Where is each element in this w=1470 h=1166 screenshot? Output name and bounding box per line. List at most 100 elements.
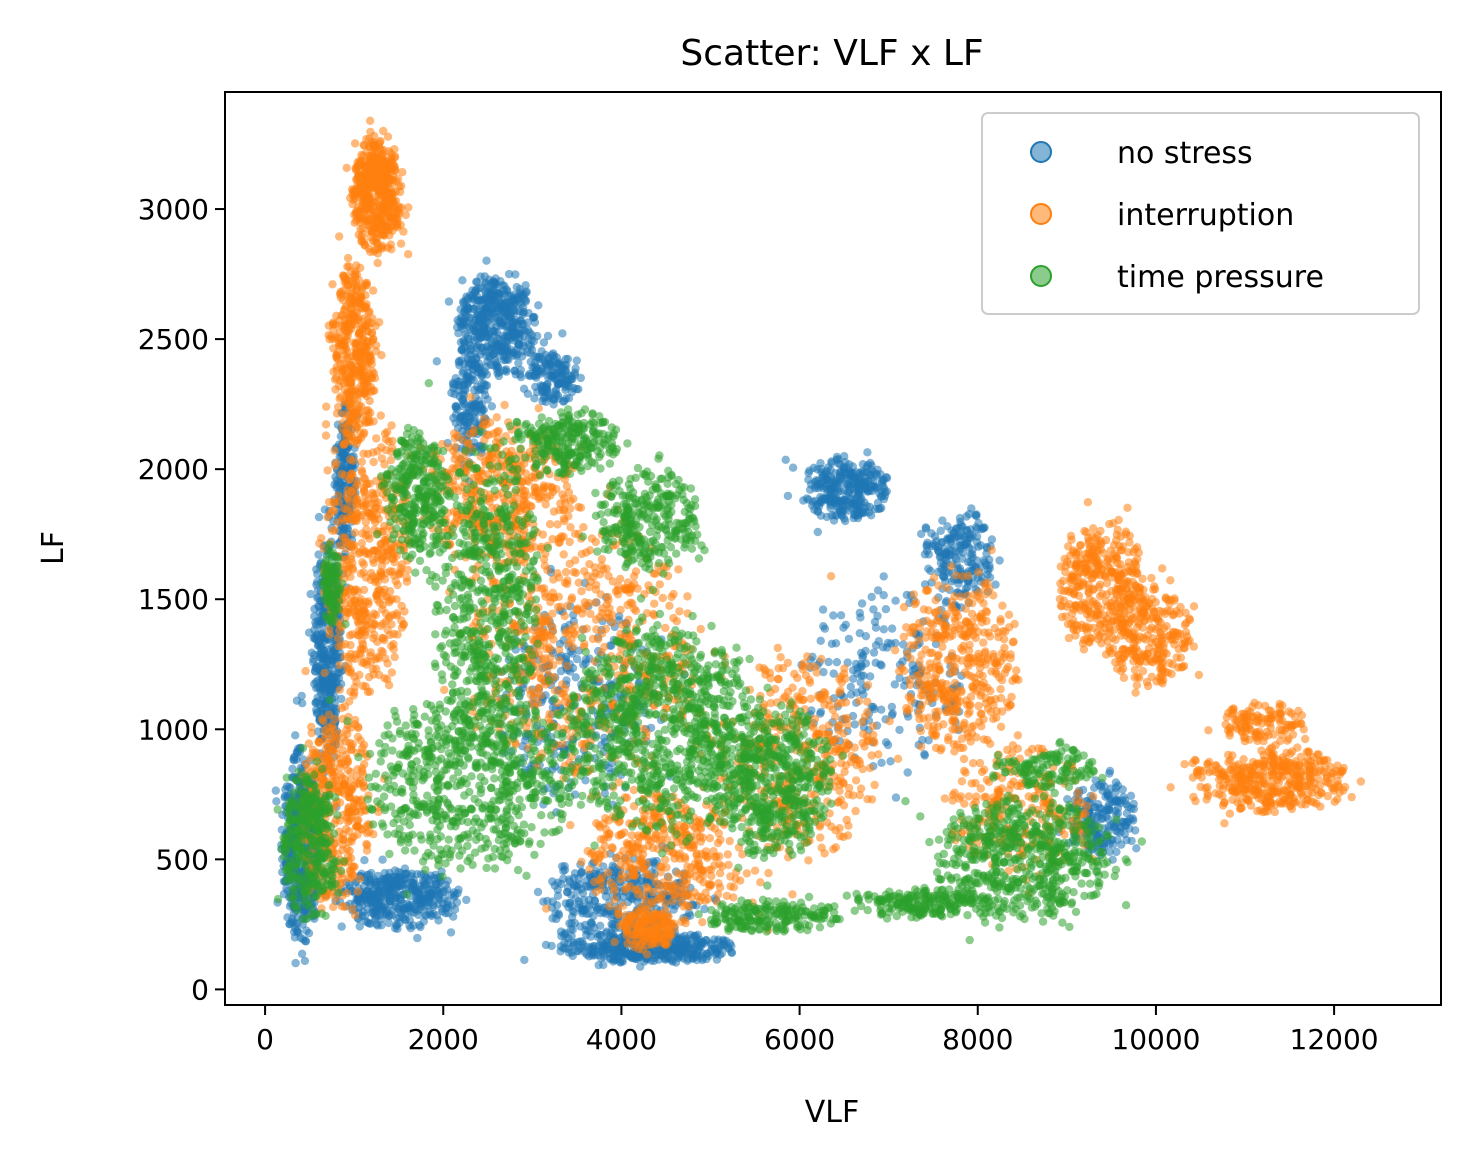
point bbox=[412, 870, 422, 879]
point bbox=[462, 895, 471, 905]
point bbox=[663, 954, 672, 963]
point bbox=[356, 174, 365, 183]
point bbox=[431, 870, 440, 880]
point bbox=[877, 758, 886, 767]
point bbox=[818, 605, 828, 614]
point bbox=[313, 676, 323, 685]
point bbox=[313, 569, 322, 579]
point bbox=[524, 371, 533, 380]
point bbox=[477, 313, 486, 322]
point bbox=[373, 217, 382, 226]
point bbox=[903, 768, 912, 777]
point bbox=[271, 786, 280, 795]
point bbox=[336, 667, 346, 676]
point bbox=[585, 900, 594, 910]
point bbox=[839, 623, 848, 632]
point bbox=[781, 455, 790, 464]
point bbox=[495, 298, 505, 307]
point bbox=[365, 889, 374, 898]
point bbox=[549, 373, 558, 382]
point bbox=[382, 907, 391, 916]
point bbox=[413, 906, 423, 915]
point bbox=[565, 898, 574, 908]
point bbox=[458, 297, 468, 306]
point bbox=[503, 332, 512, 342]
point bbox=[297, 691, 306, 701]
point bbox=[356, 897, 365, 906]
point bbox=[393, 904, 403, 913]
point bbox=[401, 909, 410, 919]
point bbox=[599, 952, 608, 962]
point bbox=[337, 694, 346, 704]
point bbox=[826, 478, 836, 487]
point bbox=[372, 877, 381, 887]
point bbox=[385, 897, 394, 906]
point bbox=[291, 731, 300, 740]
point bbox=[701, 935, 711, 945]
point bbox=[373, 921, 382, 930]
point bbox=[480, 390, 490, 400]
point bbox=[324, 321, 333, 330]
point bbox=[861, 646, 870, 656]
point bbox=[547, 941, 556, 951]
point bbox=[680, 949, 689, 958]
point bbox=[355, 183, 364, 192]
point bbox=[957, 541, 966, 550]
point bbox=[297, 949, 307, 958]
point bbox=[1112, 796, 1121, 806]
point bbox=[569, 882, 579, 891]
point bbox=[857, 662, 866, 671]
point bbox=[365, 116, 375, 126]
point bbox=[1131, 826, 1140, 835]
point bbox=[1097, 813, 1107, 823]
point bbox=[537, 382, 547, 391]
point bbox=[816, 636, 825, 645]
point bbox=[569, 873, 579, 883]
point bbox=[378, 171, 387, 180]
point bbox=[444, 297, 454, 306]
point bbox=[1105, 769, 1114, 778]
point bbox=[311, 667, 320, 676]
point bbox=[866, 458, 875, 468]
point bbox=[829, 611, 838, 620]
point bbox=[813, 527, 822, 537]
point bbox=[865, 483, 874, 492]
point bbox=[712, 944, 722, 953]
point bbox=[494, 371, 504, 381]
point bbox=[421, 910, 430, 919]
point bbox=[834, 455, 843, 464]
point bbox=[869, 648, 879, 657]
point bbox=[844, 634, 854, 644]
point bbox=[568, 951, 577, 961]
point bbox=[449, 380, 458, 389]
point bbox=[504, 269, 514, 279]
point bbox=[404, 250, 413, 259]
point bbox=[562, 375, 571, 385]
point bbox=[463, 368, 472, 378]
point bbox=[302, 926, 311, 935]
point bbox=[537, 347, 546, 356]
point bbox=[501, 365, 511, 374]
point bbox=[876, 660, 885, 669]
point bbox=[388, 196, 397, 205]
point bbox=[371, 245, 380, 254]
point bbox=[356, 224, 365, 234]
point bbox=[560, 396, 569, 406]
point bbox=[482, 256, 491, 265]
point bbox=[513, 320, 522, 330]
point bbox=[378, 200, 387, 209]
point bbox=[561, 366, 570, 375]
point bbox=[366, 209, 376, 218]
point bbox=[539, 338, 549, 347]
point bbox=[377, 914, 386, 923]
point bbox=[816, 707, 826, 717]
point bbox=[830, 495, 839, 504]
point bbox=[369, 286, 378, 295]
point bbox=[389, 203, 398, 212]
point bbox=[947, 534, 956, 543]
point bbox=[335, 232, 344, 241]
point bbox=[379, 145, 388, 155]
point bbox=[940, 549, 949, 559]
point bbox=[327, 655, 337, 665]
point bbox=[956, 530, 966, 539]
